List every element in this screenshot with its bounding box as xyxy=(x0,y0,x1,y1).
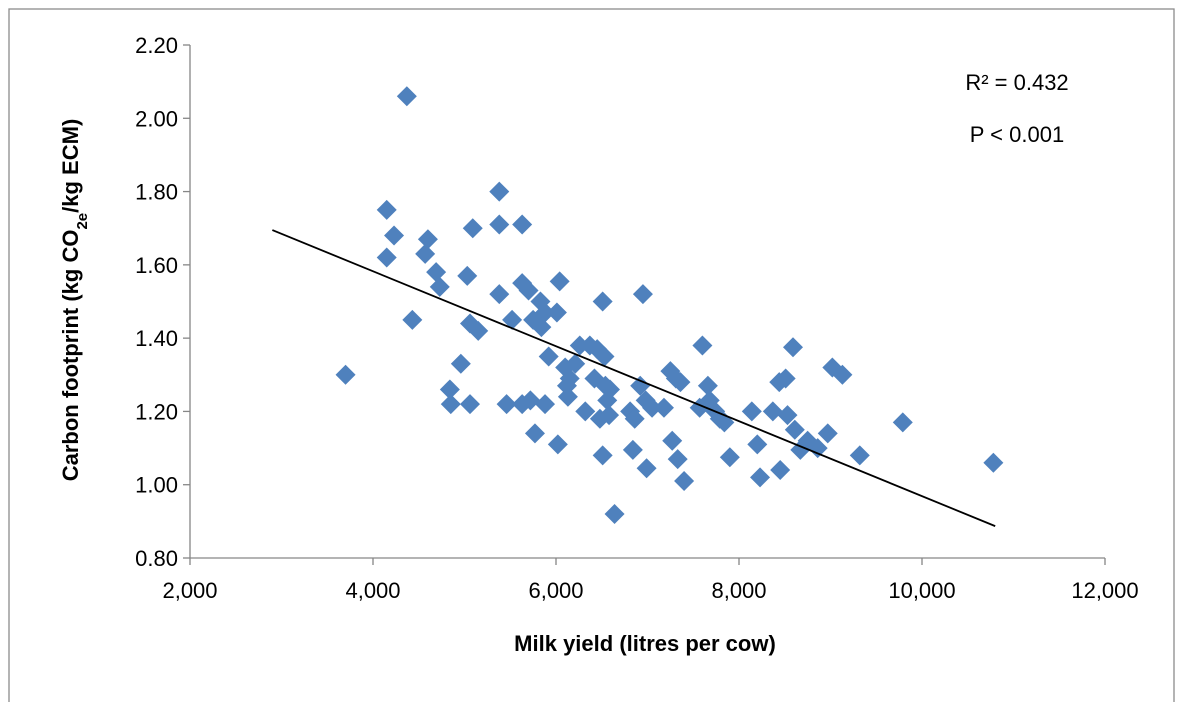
data-point xyxy=(775,368,796,389)
y-tick-label: 1.40 xyxy=(135,326,178,351)
data-point xyxy=(750,467,771,488)
data-point xyxy=(535,394,556,415)
data-point xyxy=(604,504,625,525)
data-point xyxy=(450,353,471,374)
y-tick-label: 1.00 xyxy=(135,473,178,498)
data-point xyxy=(565,353,586,374)
annotation: R² = 0.432 xyxy=(965,70,1068,95)
data-point xyxy=(496,394,517,415)
data-point xyxy=(557,386,578,407)
data-point xyxy=(692,335,713,356)
data-point xyxy=(622,439,643,460)
data-point xyxy=(747,434,768,455)
x-axis-label: Milk yield (litres per cow) xyxy=(514,631,776,656)
data-point xyxy=(489,214,510,235)
data-point xyxy=(807,438,828,459)
data-point xyxy=(462,218,483,239)
data-point xyxy=(630,375,651,396)
data-point xyxy=(335,364,356,385)
data-point xyxy=(415,243,436,264)
data-point xyxy=(741,401,762,422)
data-point xyxy=(670,372,691,393)
data-point xyxy=(594,346,615,367)
data-point xyxy=(489,181,510,202)
data-point xyxy=(489,284,510,305)
data-point xyxy=(983,452,1004,473)
data-point xyxy=(426,262,447,283)
data-point xyxy=(376,199,397,220)
chart-frame xyxy=(8,8,1175,702)
data-point xyxy=(599,405,620,426)
y-tick-label: 1.20 xyxy=(135,399,178,424)
y-tick-label: 2.00 xyxy=(135,106,178,131)
data-point xyxy=(592,445,613,466)
y-tick-label: 1.80 xyxy=(135,180,178,205)
data-point xyxy=(849,445,870,466)
data-point xyxy=(439,379,460,400)
data-point xyxy=(518,280,539,301)
data-point xyxy=(632,284,653,305)
y-label-text: /kg ECM) xyxy=(58,119,83,213)
data-point xyxy=(832,364,853,385)
data-point xyxy=(782,337,803,358)
x-tick-label: 6,000 xyxy=(528,578,583,603)
data-point xyxy=(784,419,805,440)
data-point xyxy=(674,471,695,492)
data-point xyxy=(662,430,683,451)
data-point xyxy=(384,225,405,246)
data-point xyxy=(719,447,740,468)
data-point xyxy=(502,309,523,330)
data-point xyxy=(546,302,567,323)
data-point xyxy=(575,401,596,422)
data-point xyxy=(512,214,533,235)
data-point xyxy=(547,434,568,455)
data-point xyxy=(417,229,438,250)
data-point xyxy=(531,317,552,338)
data-point xyxy=(777,405,798,426)
data-point xyxy=(376,247,397,268)
data-point xyxy=(653,397,674,418)
data-point xyxy=(697,375,718,396)
x-tick-label: 2,000 xyxy=(162,578,217,603)
y-label-subscript: 2e xyxy=(74,213,91,230)
x-tick-label: 10,000 xyxy=(888,578,955,603)
data-point xyxy=(429,276,450,297)
data-point xyxy=(535,302,556,323)
y-tick-label: 1.60 xyxy=(135,253,178,278)
data-point xyxy=(624,408,645,429)
data-point xyxy=(549,271,570,292)
y-tick-label: 2.20 xyxy=(135,33,178,58)
annotation: P < 0.001 xyxy=(970,122,1064,147)
data-point xyxy=(440,394,461,415)
x-tick-label: 12,000 xyxy=(1071,578,1138,603)
data-point xyxy=(892,412,913,433)
data-point xyxy=(817,423,838,444)
trend-line xyxy=(272,229,996,527)
y-label-text: Carbon footprint (kg CO xyxy=(58,230,83,482)
data-point xyxy=(770,460,791,481)
y-axis-label: Carbon footprint (kg CO2e/kg ECM) xyxy=(58,119,91,482)
data-point xyxy=(642,397,663,418)
data-point xyxy=(396,86,417,107)
data-point xyxy=(538,346,559,367)
data-point xyxy=(667,449,688,470)
data-point xyxy=(459,394,480,415)
data-point xyxy=(512,394,533,415)
y-tick-label: 0.80 xyxy=(135,546,178,571)
data-point xyxy=(468,320,489,341)
data-point xyxy=(457,265,478,286)
data-point xyxy=(636,458,657,479)
data-point xyxy=(402,309,423,330)
data-point xyxy=(569,335,590,356)
x-tick-label: 4,000 xyxy=(345,578,400,603)
x-tick-label: 8,000 xyxy=(711,578,766,603)
data-point xyxy=(559,368,580,389)
data-point xyxy=(762,401,783,422)
data-point xyxy=(524,423,545,444)
data-point xyxy=(599,379,620,400)
data-point xyxy=(592,291,613,312)
